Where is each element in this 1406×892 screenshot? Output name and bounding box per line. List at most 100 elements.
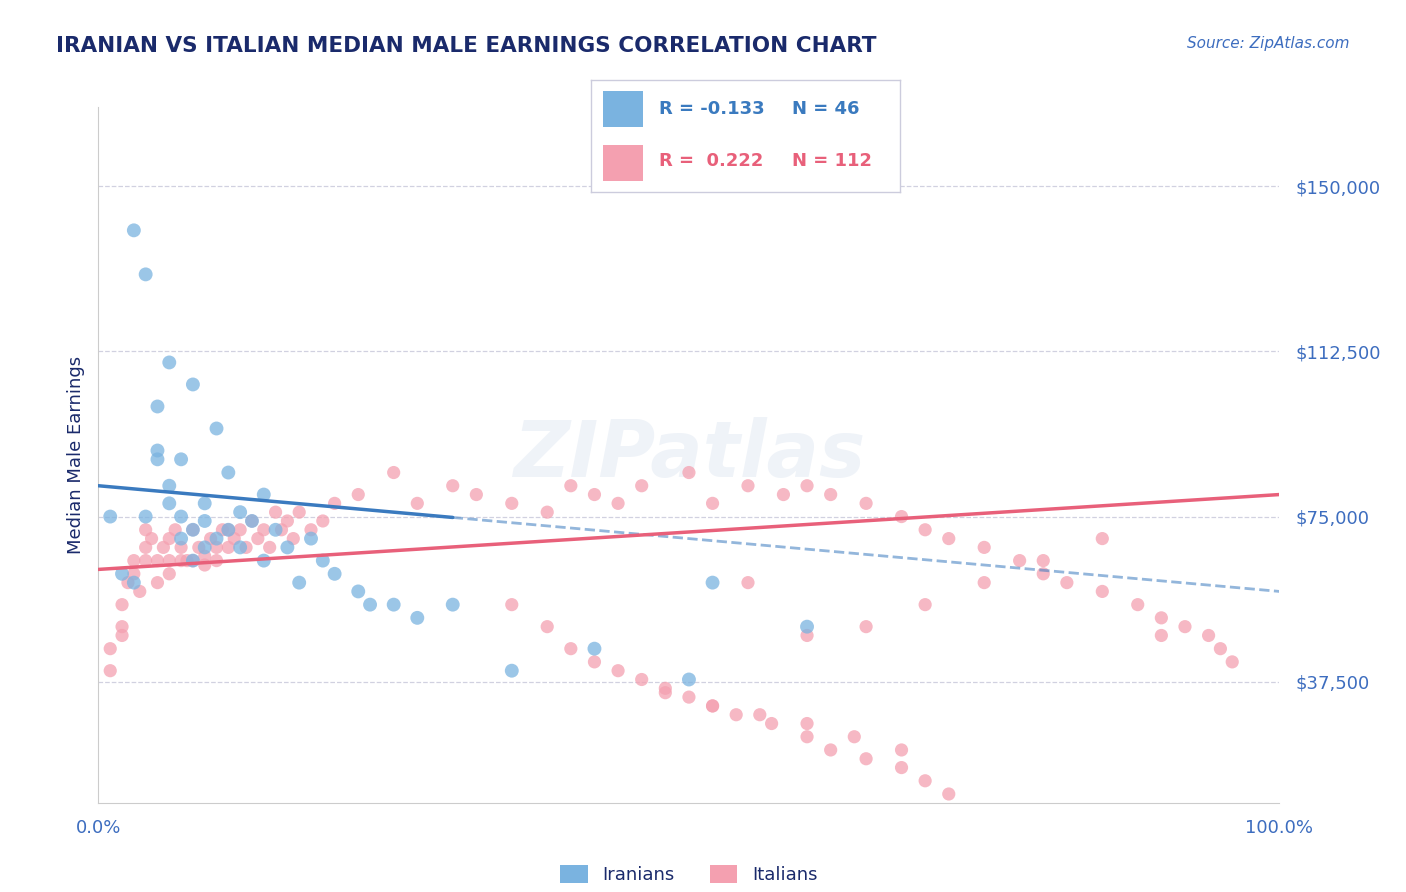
Point	[211, 523, 233, 537]
Point	[583, 641, 606, 656]
Point	[122, 553, 145, 567]
Point	[772, 487, 794, 501]
Point	[283, 532, 305, 546]
Point	[312, 514, 335, 528]
Point	[122, 575, 145, 590]
Point	[170, 541, 193, 555]
Point	[382, 466, 405, 480]
Point	[135, 268, 157, 282]
Point	[157, 532, 180, 546]
Point	[98, 509, 121, 524]
Point	[702, 698, 724, 713]
Text: N = 46: N = 46	[792, 100, 859, 119]
Point	[276, 541, 298, 555]
Point	[347, 487, 370, 501]
Point	[135, 509, 157, 524]
Point	[914, 598, 936, 612]
Point	[748, 707, 770, 722]
Point	[855, 752, 877, 766]
Point	[359, 598, 381, 612]
Point	[117, 575, 139, 590]
Point	[135, 553, 157, 567]
Point	[938, 787, 960, 801]
Point	[240, 514, 263, 528]
Point	[678, 466, 700, 480]
Point	[583, 655, 606, 669]
Point	[276, 514, 298, 528]
Point	[217, 466, 239, 480]
Point	[1198, 628, 1220, 642]
Point	[240, 514, 263, 528]
Point	[973, 541, 995, 555]
Point	[235, 541, 257, 555]
Point	[253, 523, 276, 537]
Point	[796, 716, 818, 731]
Point	[181, 553, 204, 567]
Point	[146, 452, 169, 467]
Point	[441, 598, 464, 612]
Point	[501, 598, 523, 612]
Point	[157, 553, 180, 567]
Text: R = -0.133: R = -0.133	[658, 100, 765, 119]
Point	[111, 620, 134, 634]
Text: R =  0.222: R = 0.222	[658, 152, 763, 169]
Point	[205, 541, 228, 555]
Point	[157, 355, 180, 369]
Text: Source: ZipAtlas.com: Source: ZipAtlas.com	[1187, 36, 1350, 51]
Point	[796, 479, 818, 493]
Point	[111, 598, 134, 612]
Point	[1008, 553, 1031, 567]
Point	[1056, 575, 1078, 590]
Point	[181, 377, 204, 392]
Point	[737, 479, 759, 493]
Point	[1091, 532, 1114, 546]
Point	[157, 566, 180, 581]
Text: N = 112: N = 112	[792, 152, 872, 169]
Point	[146, 575, 169, 590]
Point	[312, 553, 335, 567]
Point	[205, 553, 228, 567]
Point	[98, 664, 121, 678]
Point	[146, 553, 169, 567]
Point	[844, 730, 866, 744]
Point	[194, 558, 217, 572]
Point	[654, 686, 676, 700]
Point	[914, 523, 936, 537]
Point	[157, 496, 180, 510]
Point	[1150, 628, 1173, 642]
Point	[264, 523, 287, 537]
Point	[1150, 611, 1173, 625]
Point	[170, 532, 193, 546]
Point	[229, 505, 252, 519]
Point	[259, 541, 281, 555]
Point	[441, 479, 464, 493]
Point	[501, 496, 523, 510]
Point	[253, 487, 276, 501]
Point	[501, 664, 523, 678]
Point	[111, 628, 134, 642]
Point	[796, 628, 818, 642]
Point	[536, 620, 558, 634]
Point	[122, 566, 145, 581]
Point	[347, 584, 370, 599]
Point	[187, 541, 209, 555]
Point	[181, 523, 204, 537]
Point	[165, 523, 187, 537]
Point	[914, 773, 936, 788]
Point	[583, 487, 606, 501]
Point	[170, 553, 193, 567]
FancyBboxPatch shape	[603, 91, 643, 128]
Point	[146, 443, 169, 458]
Point	[181, 523, 204, 537]
Point	[264, 505, 287, 519]
Point	[702, 575, 724, 590]
Point	[128, 584, 150, 599]
Point	[205, 421, 228, 435]
Point	[229, 523, 252, 537]
Point	[111, 566, 134, 581]
Point	[288, 505, 311, 519]
Point	[702, 496, 724, 510]
Legend: Iranians, Italians: Iranians, Italians	[553, 857, 825, 891]
Point	[299, 532, 322, 546]
Point	[630, 673, 652, 687]
